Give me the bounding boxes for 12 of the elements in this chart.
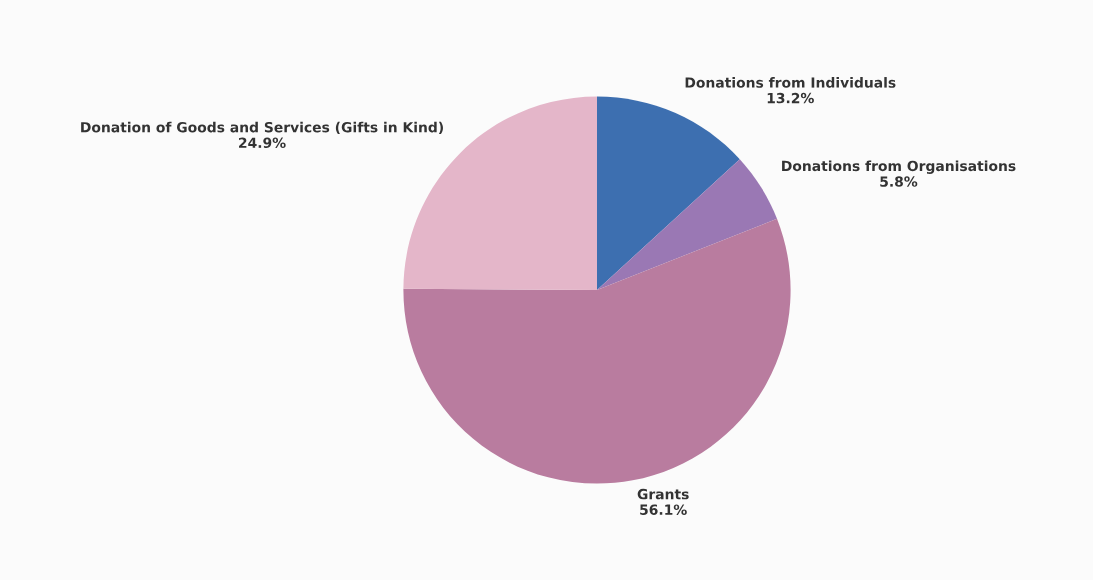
pie-slice (597, 159, 777, 290)
data-label: 56.1% (640, 504, 687, 515)
data-label: 13.2% (767, 92, 814, 104)
pie-slice (597, 96, 740, 290)
pie-slice (403, 96, 597, 290)
slice-label: Donations from Organisations (782, 160, 1016, 174)
slice-label: Grants (637, 488, 689, 500)
data-label: 5.8% (880, 176, 918, 187)
slice-label: Donations from Individuals (685, 77, 896, 88)
data-label: 24.9% (239, 137, 286, 148)
pie-slice (403, 218, 791, 484)
slice-label: Donation of Goods and Services (Gifts in Kind) (81, 121, 443, 135)
